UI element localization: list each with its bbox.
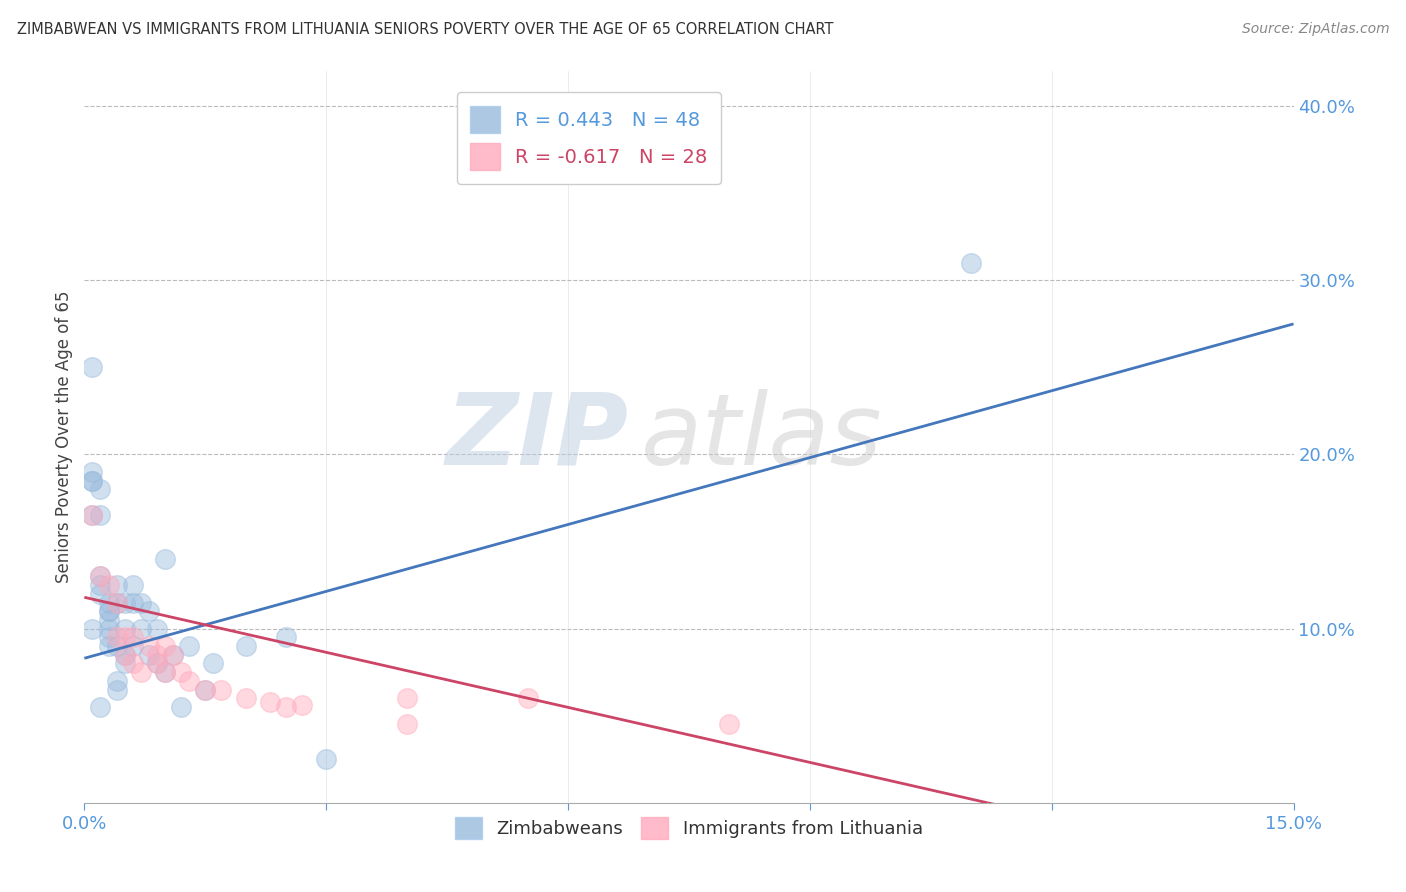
Point xyxy=(97,639,120,653)
Point xyxy=(718,717,741,731)
Text: atlas: atlas xyxy=(641,389,882,485)
Point xyxy=(129,622,152,636)
Point xyxy=(97,631,120,645)
Point xyxy=(82,474,104,488)
Point xyxy=(105,595,128,609)
Point xyxy=(121,578,143,592)
Point xyxy=(138,648,160,662)
Point xyxy=(114,631,136,645)
Point xyxy=(105,578,128,592)
Point xyxy=(89,569,111,583)
Point xyxy=(274,700,297,714)
Point xyxy=(235,639,257,653)
Point xyxy=(179,639,201,653)
Point xyxy=(105,631,128,645)
Point xyxy=(146,622,169,636)
Point xyxy=(138,604,160,618)
Point xyxy=(274,631,297,645)
Point xyxy=(114,648,136,662)
Point xyxy=(89,508,111,523)
Point xyxy=(82,474,104,488)
Point xyxy=(97,622,120,636)
Point xyxy=(129,665,152,680)
Point xyxy=(89,578,111,592)
Legend: Zimbabweans, Immigrants from Lithuania: Zimbabweans, Immigrants from Lithuania xyxy=(447,810,931,847)
Point xyxy=(97,578,120,592)
Point xyxy=(194,682,217,697)
Point xyxy=(97,613,120,627)
Point xyxy=(209,682,232,697)
Point xyxy=(960,256,983,270)
Point xyxy=(105,595,128,609)
Point xyxy=(105,682,128,697)
Point xyxy=(153,665,176,680)
Y-axis label: Seniors Poverty Over the Age of 65: Seniors Poverty Over the Age of 65 xyxy=(55,291,73,583)
Point xyxy=(121,595,143,609)
Point xyxy=(259,695,281,709)
Point xyxy=(114,648,136,662)
Point xyxy=(105,673,128,688)
Point xyxy=(138,639,160,653)
Point xyxy=(82,508,104,523)
Point xyxy=(395,717,418,731)
Point xyxy=(153,552,176,566)
Point xyxy=(146,657,169,671)
Text: ZIMBABWEAN VS IMMIGRANTS FROM LITHUANIA SENIORS POVERTY OVER THE AGE OF 65 CORRE: ZIMBABWEAN VS IMMIGRANTS FROM LITHUANIA … xyxy=(17,22,834,37)
Point xyxy=(315,752,337,766)
Point xyxy=(153,639,176,653)
Text: ZIP: ZIP xyxy=(446,389,628,485)
Point xyxy=(97,604,120,618)
Point xyxy=(105,639,128,653)
Point xyxy=(129,595,152,609)
Point xyxy=(114,622,136,636)
Point xyxy=(121,657,143,671)
Point xyxy=(146,657,169,671)
Point xyxy=(202,657,225,671)
Point xyxy=(114,595,136,609)
Point xyxy=(82,465,104,479)
Point xyxy=(170,665,193,680)
Text: Source: ZipAtlas.com: Source: ZipAtlas.com xyxy=(1241,22,1389,37)
Point xyxy=(82,622,104,636)
Point xyxy=(82,360,104,375)
Point xyxy=(194,682,217,697)
Point xyxy=(114,657,136,671)
Point xyxy=(179,673,201,688)
Point xyxy=(395,691,418,706)
Point xyxy=(121,631,143,645)
Point xyxy=(89,700,111,714)
Point xyxy=(146,648,169,662)
Point xyxy=(89,587,111,601)
Point xyxy=(97,604,120,618)
Point xyxy=(121,639,143,653)
Point xyxy=(162,648,184,662)
Point xyxy=(89,569,111,583)
Point xyxy=(170,700,193,714)
Point xyxy=(162,648,184,662)
Point xyxy=(516,691,538,706)
Point xyxy=(82,508,104,523)
Point xyxy=(235,691,257,706)
Point xyxy=(153,665,176,680)
Point xyxy=(97,595,120,609)
Point xyxy=(89,483,111,497)
Point xyxy=(291,698,314,713)
